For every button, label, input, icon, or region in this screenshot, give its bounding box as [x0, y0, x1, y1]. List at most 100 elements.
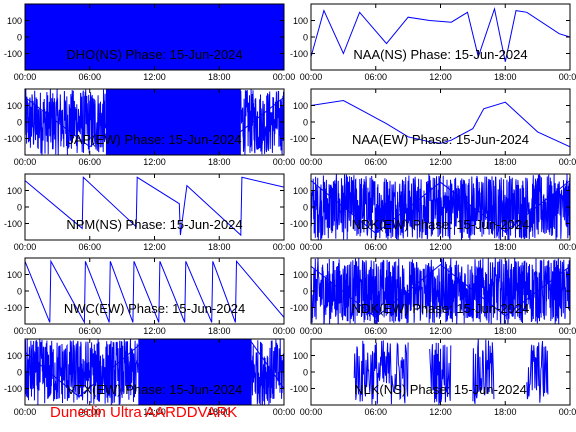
x-tick-label: 00:00: [273, 72, 296, 82]
y-tick-label: 100: [293, 101, 308, 111]
x-tick-label: 06:00: [364, 157, 387, 167]
phase-trace: [25, 94, 284, 150]
x-tick-label: 12:00: [143, 157, 166, 167]
x-tick-label: 06:00: [78, 407, 101, 417]
y-tick-label: 100: [7, 101, 22, 111]
chart-panel-10: 100 0 -100 00:00 06:00 12:00 18:00 00:00 NLK(NS)…: [290, 338, 576, 417]
x-tick-label: 00:00: [300, 407, 323, 417]
plot-area: [311, 6, 570, 62]
y-tick-label: -100: [290, 49, 308, 59]
x-tick-label: 18:00: [494, 242, 517, 252]
x-tick-label: 18:00: [494, 407, 517, 417]
x-tick-label: 18:00: [208, 157, 231, 167]
y-tick-label: -100: [4, 49, 22, 59]
x-tick-label: 00:00: [14, 407, 37, 417]
x-tick-label: 00:00: [559, 242, 576, 252]
panel-title: NDK(EW) Phase: 15-Jun-2024: [352, 217, 530, 232]
y-tick-label: -100: [4, 384, 22, 394]
x-tick-label: 12:00: [143, 326, 166, 336]
noise-trace-2: [240, 89, 284, 155]
y-tick-label: -100: [290, 384, 308, 394]
x-tick-label: 00:00: [273, 326, 296, 336]
x-tick-label: 00:00: [14, 326, 37, 336]
x-tick-label: 12:00: [429, 407, 452, 417]
panel-title: NAA(NS) Phase: 15-Jun-2024: [353, 47, 527, 62]
y-tick-label: 0: [17, 118, 22, 128]
x-tick-label: 18:00: [208, 72, 231, 82]
y-tick-label: 0: [17, 33, 22, 43]
phase-trace: [25, 176, 284, 237]
chart-panel-9: 100 0 -100 00:00 06:00 12:00 18:00 00:00 VTX(EW)…: [4, 338, 296, 417]
noise-trace-2: [251, 339, 284, 405]
y-tick-label: 100: [293, 270, 308, 280]
x-tick-label: 18:00: [494, 326, 517, 336]
y-tick-label: 0: [17, 368, 22, 378]
x-tick-label: 00:00: [559, 326, 576, 336]
chart-panel-8: 100 0 -100 00:00 06:00 12:00 18:00 00:00 NDK(EW)…: [290, 257, 576, 336]
x-tick-label: 06:00: [364, 326, 387, 336]
panel-title: NDK(EW) Phase: 15-Jun-2024: [352, 301, 530, 316]
plot-area: [25, 176, 284, 237]
noise-trace-2: [429, 342, 452, 405]
y-tick-label: -100: [4, 134, 22, 144]
panel-title: NLK(NS) Phase: 15-Jun-2024: [354, 382, 527, 397]
y-tick-label: 100: [293, 16, 308, 26]
y-tick-label: 100: [7, 270, 22, 280]
y-tick-label: -100: [4, 219, 22, 229]
y-tick-label: 0: [303, 33, 308, 43]
x-tick-label: 00:00: [300, 242, 323, 252]
phase-trace: [311, 99, 570, 148]
x-tick-label: 00:00: [300, 72, 323, 82]
saturated-block: [138, 339, 252, 405]
x-tick-label: 18:00: [208, 242, 231, 252]
panel-title: NAA(EW) Phase: 15-Jun-2024: [352, 132, 529, 147]
y-tick-label: 0: [17, 287, 22, 297]
x-tick-label: 12:00: [143, 242, 166, 252]
noise-trace-4: [526, 340, 549, 403]
footer-credit: Dunedin Ultra AARDDVARK: [50, 404, 238, 421]
chart-panel-1: 100 0 -100 00:00 06:00 12:00 18:00 00:00 DHO(NS)…: [4, 3, 296, 82]
y-tick-label: -100: [290, 134, 308, 144]
panel-title: NWC(EW) Phase: 15-Jun-2024: [64, 301, 245, 316]
plot-area: [311, 99, 570, 148]
plot-area: [311, 174, 570, 240]
panel-title: VTX(EW) Phase: 15-Jun-2024: [67, 382, 243, 397]
y-tick-label: 100: [293, 186, 308, 196]
x-tick-label: 00:00: [14, 157, 37, 167]
noise-trace-1: [25, 339, 139, 405]
x-tick-label: 12:00: [143, 407, 166, 417]
y-tick-label: -100: [290, 303, 308, 313]
noise-trace-1: [311, 174, 570, 240]
plot-area: [311, 258, 570, 324]
y-tick-label: -100: [4, 303, 22, 313]
x-tick-label: 00:00: [559, 157, 576, 167]
plot-area: [25, 4, 284, 70]
y-tick-label: 100: [293, 351, 308, 361]
x-tick-label: 18:00: [208, 326, 231, 336]
x-tick-label: 06:00: [78, 326, 101, 336]
y-tick-label: -100: [290, 219, 308, 229]
x-tick-label: 00:00: [300, 326, 323, 336]
phase-trace: [311, 180, 570, 235]
x-tick-label: 12:00: [143, 72, 166, 82]
x-tick-label: 06:00: [78, 242, 101, 252]
plot-area: [25, 89, 284, 155]
x-tick-label: 06:00: [78, 72, 101, 82]
x-tick-label: 00:00: [300, 157, 323, 167]
x-tick-label: 00:00: [273, 407, 296, 417]
x-tick-label: 18:00: [208, 407, 231, 417]
y-tick-label: 0: [303, 287, 308, 297]
x-tick-label: 00:00: [14, 72, 37, 82]
y-tick-label: 0: [17, 203, 22, 213]
x-tick-label: 06:00: [364, 242, 387, 252]
saturated-trace-fill: [25, 4, 284, 70]
x-tick-label: 00:00: [14, 242, 37, 252]
chart-panel-6: 100 0 -100 00:00 06:00 12:00 18:00 00:00 NDK(EW)…: [290, 173, 576, 252]
x-tick-label: 12:00: [429, 72, 452, 82]
phase-trace: [25, 259, 284, 324]
chart-panel-7: 100 0 -100 00:00 06:00 12:00 18:00 00:00 NWC(EW)…: [4, 257, 296, 336]
noise-trace-1: [311, 258, 570, 324]
y-tick-label: 100: [7, 16, 22, 26]
y-tick-label: 0: [303, 118, 308, 128]
